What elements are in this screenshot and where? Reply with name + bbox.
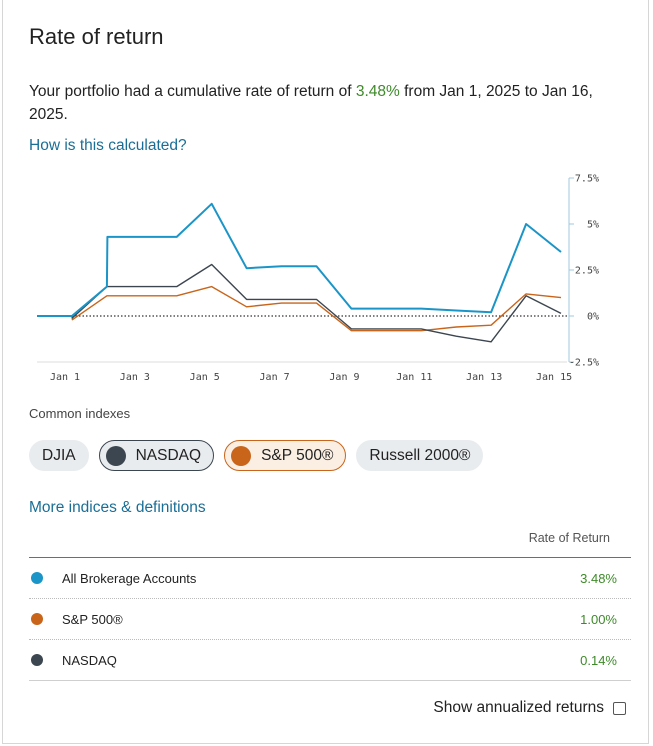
- x-tick-label: Jan 5: [190, 372, 220, 383]
- row-name: NASDAQ: [62, 652, 117, 668]
- x-tick-label: Jan 15: [536, 372, 572, 383]
- x-tick-label: Jan 13: [466, 372, 502, 383]
- index-pills: DJIA NASDAQ S&P 500® Russell 2000®: [29, 440, 484, 471]
- y-tick-label: 7.5%: [575, 174, 599, 185]
- series-line-all-brokerage-accounts: [37, 202, 562, 317]
- summary-rate: 3.48%: [355, 83, 400, 100]
- nasdaq-color-dot: [105, 445, 126, 466]
- how-calculated-link[interactable]: How is this calculated?: [29, 137, 187, 154]
- table-row: S&P 500® 1.00%: [29, 599, 631, 640]
- row-value: 0.14%: [580, 652, 617, 668]
- x-tick-label: Jan 11: [396, 372, 432, 383]
- annualized-checkbox[interactable]: [613, 701, 626, 715]
- table-row: All Brokerage Accounts 3.48%: [29, 557, 631, 599]
- y-tick-label: 5%: [587, 220, 599, 231]
- row-name: S&P 500®: [62, 611, 123, 627]
- series-color-dot: [31, 613, 43, 625]
- x-tick-label: Jan 7: [260, 372, 290, 383]
- more-indices-link[interactable]: More indices & definitions: [29, 499, 206, 516]
- annualized-label: Show annualized returns: [433, 699, 604, 716]
- series-color-dot: [31, 654, 43, 666]
- y-tick-label: 2.5%: [575, 266, 599, 277]
- x-tick-label: Jan 9: [329, 372, 359, 383]
- sp500-color-dot: [231, 445, 252, 466]
- common-indexes-label: Common indexes: [29, 406, 131, 421]
- pill-sp500-label: S&P 500®: [261, 446, 334, 464]
- series-color-dot: [31, 572, 43, 584]
- pill-nasdaq-label: NASDAQ: [135, 446, 202, 464]
- y-tick-label: 0%: [587, 312, 599, 323]
- summary-suffix: from Jan 1, 2025 to Jan 16, 2025.: [29, 83, 593, 123]
- rate-of-return-column-header: Rate of Return: [528, 531, 610, 545]
- pill-russell-label: Russell 2000®: [369, 446, 471, 464]
- summary-prefix: Your portfolio had a cumulative rate of …: [29, 83, 356, 100]
- table-row: NASDAQ 0.14%: [29, 640, 631, 681]
- rate-of-return-chart: 7.5% 5% 2.5% 0% -2.5% Jan 1 Jan 3 Jan 5 Jan 7 Jan…: [37, 174, 599, 383]
- pill-nasdaq[interactable]: NASDAQ: [98, 440, 215, 471]
- row-value: 1.00%: [580, 611, 617, 627]
- summary-text: Your portfolio had a cumulative rate of …: [29, 80, 629, 126]
- y-tick-label: -2.5%: [569, 358, 599, 369]
- x-tick-label: Jan 1: [50, 372, 80, 383]
- page-title: Rate of return: [29, 24, 164, 49]
- annualized-toggle: Show annualized returns: [433, 699, 626, 717]
- row-name: All Brokerage Accounts: [62, 570, 197, 586]
- pill-russell[interactable]: Russell 2000®: [356, 440, 484, 471]
- returns-table: All Brokerage Accounts 3.48% S&P 500® 1.…: [29, 557, 631, 681]
- x-tick-label: Jan 3: [120, 372, 150, 383]
- series-line-s-p-500-: [37, 285, 562, 332]
- pill-djia-label: DJIA: [42, 446, 76, 464]
- pill-djia[interactable]: DJIA: [29, 440, 89, 471]
- row-value: 3.48%: [580, 570, 617, 586]
- pill-sp500[interactable]: S&P 500®: [224, 440, 347, 471]
